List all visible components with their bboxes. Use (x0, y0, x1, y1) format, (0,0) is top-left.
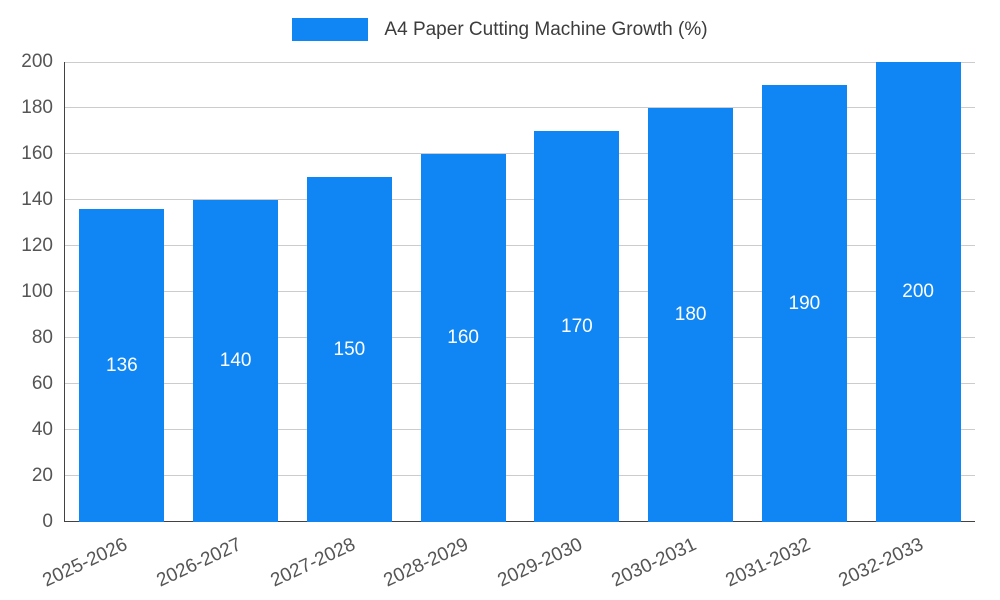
x-axis-tick-label: 2026-2027 (153, 534, 245, 592)
y-gridline (65, 153, 975, 154)
y-gridline (65, 62, 975, 63)
y-axis-tick-label: 120 (21, 235, 53, 256)
x-axis-tick-label: 2025-2026 (39, 534, 131, 592)
bar-value-label: 136 (106, 354, 138, 376)
y-axis-tick-label: 180 (21, 97, 53, 118)
plot-area: 0 20 40 60 80 100 120 140 160 180 200 136 2025-2026 1… (21, 51, 975, 591)
y-gridline (65, 337, 975, 338)
bar-2028-2029: 160 (420, 154, 506, 522)
bar-value-label: 190 (788, 292, 821, 314)
x-axis-tick-label: 2030-2031 (608, 534, 700, 592)
bar-2027-2028: 150 (306, 177, 392, 522)
y-axis-tick-label: 60 (31, 373, 53, 394)
y-axis-tick-label: 0 (42, 511, 53, 532)
bar-2026-2027: 140 (193, 200, 279, 522)
y-axis-tick-label: 40 (31, 419, 53, 440)
chart-title: A4 Paper Cutting Machine Growth (%) (384, 18, 708, 40)
y-axis-tick-label: 160 (21, 143, 53, 164)
bar-2031-2032: 190 (761, 85, 847, 522)
y-axis-tick-label: 20 (31, 465, 53, 486)
y-gridline (65, 429, 975, 430)
y-gridline (65, 475, 975, 476)
bar-value-label: 170 (561, 315, 593, 337)
bar-value-label: 140 (219, 350, 252, 371)
bar-value-label: 150 (333, 338, 366, 360)
y-gridline (65, 107, 975, 108)
y-axis-tick-label: 200 (21, 51, 53, 72)
y-axis-tick-label: 100 (21, 281, 53, 302)
plot-grid: 0 20 40 60 80 100 120 140 160 180 200 136 2025-2026 1… (21, 51, 975, 591)
x-axis-tick-label: 2029-2030 (494, 534, 586, 592)
y-gridline (65, 245, 975, 246)
y-gridline (65, 291, 975, 292)
bar-value-label: 180 (674, 304, 707, 325)
x-axis-tick-label: 2028-2029 (380, 534, 472, 592)
bar-value-label: 200 (902, 281, 934, 302)
legend: A4 Paper Cutting Machine Growth (%) (0, 18, 1000, 41)
bar-2032-2033: 200 (875, 62, 961, 522)
y-axis-tick-label: 80 (31, 327, 53, 348)
x-axis-tick-label: 2027-2028 (267, 534, 359, 592)
y-gridline (65, 199, 975, 200)
bar-2029-2030: 170 (534, 131, 620, 522)
bar-2030-2031: 180 (648, 108, 734, 522)
x-axis-tick-label: 2031-2032 (722, 534, 814, 592)
legend-swatch (292, 18, 369, 41)
x-axis-baseline (65, 521, 975, 522)
bar-2025-2026: 136 (79, 209, 165, 522)
y-axis-tick-label: 140 (21, 189, 53, 210)
bar-value-label: 160 (447, 327, 479, 348)
y-gridline (65, 383, 975, 384)
y-axis-line (64, 62, 65, 522)
x-axis-tick-label: 2032-2033 (835, 534, 927, 592)
